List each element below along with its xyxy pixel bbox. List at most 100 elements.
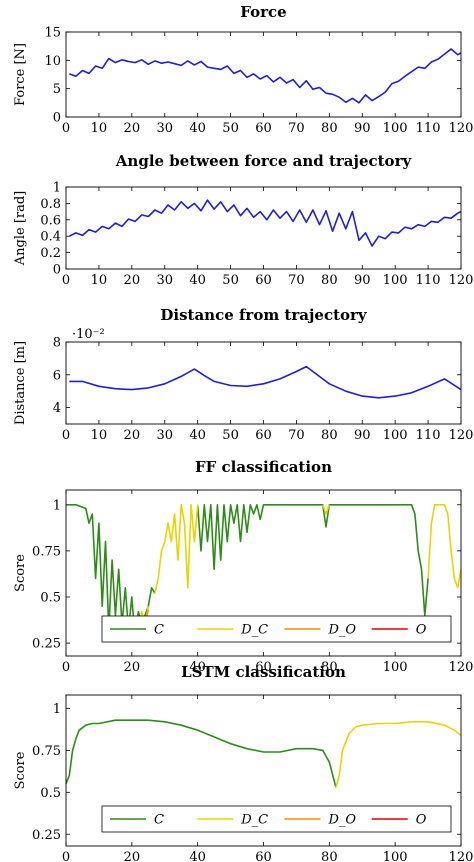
y-tick-label: 0.4 (40, 230, 61, 245)
legend-label: O (416, 623, 427, 638)
legend-label: D_C (240, 623, 268, 638)
x-tick-label: 80 (321, 428, 338, 443)
y-tick-label: 1 (53, 181, 61, 196)
series-line-d-c (322, 504, 331, 515)
x-tick-label: 80 (321, 121, 338, 136)
x-tick-label: 50 (222, 121, 239, 136)
x-tick-label: 40 (189, 273, 206, 288)
x-tick-label: 20 (124, 273, 141, 288)
x-tick-label: 40 (189, 850, 206, 862)
plot-frame (65, 341, 462, 425)
legend-label: C (154, 813, 164, 828)
x-tick-label: 20 (124, 660, 141, 675)
x-tick-label: 90 (354, 121, 371, 136)
x-tick-label: 60 (255, 850, 272, 862)
y-axis-label: Distance [m] (13, 341, 28, 425)
chart-title: FF classification (195, 458, 332, 476)
x-tick-label: 90 (354, 273, 371, 288)
x-tick-label: 30 (156, 428, 173, 443)
y-tick-label: 0.6 (40, 213, 61, 228)
series-line-0 (69, 48, 461, 104)
chart-panel-3: FF classification Score 0 20 40 60 80 100 120 0.2… (13, 458, 473, 675)
y-axis-label: Force [N] (13, 43, 28, 106)
x-tick-label: 80 (321, 273, 338, 288)
x-tick-label: 60 (255, 273, 272, 288)
x-tick-label: 10 (91, 273, 108, 288)
y-tick-label: 0.75 (32, 744, 61, 759)
x-tick-label: 20 (124, 428, 141, 443)
x-tick-label: 120 (449, 850, 474, 862)
series-line-0 (68, 199, 461, 247)
y-axis-label: Angle [rad] (13, 191, 28, 267)
y-tick-label: 0.25 (32, 637, 61, 652)
x-tick-label: 100 (383, 660, 408, 675)
series-line-c (196, 503, 429, 617)
x-tick-label: 40 (189, 428, 206, 443)
x-tick-label: 20 (124, 121, 141, 136)
chart-panel-1: Angle between force and trajectory Angle … (13, 152, 473, 288)
series-line-d-c (335, 720, 461, 788)
x-tick-label: 120 (449, 121, 474, 136)
y-tick-label: 1 (53, 498, 61, 513)
x-tick-label: 120 (449, 273, 474, 288)
y-axis-label: Score (13, 554, 28, 592)
y-tick-label: 8 (53, 336, 61, 351)
y-tick-label: 0 (53, 263, 61, 278)
x-tick-label: 70 (288, 428, 305, 443)
x-tick-label: 100 (383, 273, 408, 288)
legend-label: D_C (240, 813, 268, 828)
x-tick-label: 50 (222, 273, 239, 288)
chart-title: Force (240, 3, 286, 21)
y-tick-label: 1 (53, 702, 61, 717)
legend-label: O (416, 813, 427, 828)
series-line-d-c (427, 503, 461, 589)
plot-frame (65, 31, 462, 118)
y-tick-label: 0.75 (32, 544, 61, 559)
x-tick-label: 50 (222, 428, 239, 443)
x-tick-label: 110 (416, 121, 441, 136)
series-line-c (66, 719, 337, 788)
x-tick-label: 30 (156, 121, 173, 136)
plot-frame (65, 694, 462, 847)
x-tick-label: 100 (383, 428, 408, 443)
y-tick-label: 4 (53, 401, 61, 416)
legend: C D_C D_O O (101, 805, 452, 833)
series-line-0 (69, 365, 461, 399)
x-tick-label: 0 (62, 850, 70, 862)
legend-label: C (154, 623, 164, 638)
x-tick-label: 80 (321, 660, 338, 675)
x-tick-label: 0 (62, 121, 70, 136)
x-tick-label: 60 (255, 660, 272, 675)
x-tick-label: 0 (62, 428, 70, 443)
x-tick-label: 10 (91, 428, 108, 443)
y-tick-label: 0 (53, 111, 61, 126)
chart-panel-2: Distance from trajectory Distance [m] ·10⁻… (13, 306, 473, 443)
x-tick-label: 70 (288, 121, 305, 136)
x-tick-label: 90 (354, 428, 371, 443)
legend-label: D_O (328, 813, 357, 828)
x-tick-label: 80 (321, 850, 338, 862)
x-tick-label: 30 (156, 273, 173, 288)
plot-frame (65, 186, 462, 270)
series-line-d-c (154, 503, 199, 594)
x-tick-label: 60 (255, 428, 272, 443)
x-tick-label: 110 (416, 273, 441, 288)
y-tick-label: 0.5 (40, 590, 61, 605)
y-tick-label: 6 (53, 368, 61, 383)
plot-frame (65, 489, 462, 657)
x-tick-label: 100 (383, 850, 408, 862)
x-tick-label: 10 (91, 121, 108, 136)
x-tick-label: 120 (449, 428, 474, 443)
y-tick-label: 0.5 (40, 786, 61, 801)
legend: C D_C D_O O (101, 615, 452, 643)
legend-label: D_O (328, 623, 357, 638)
y-tick-label: 10 (44, 54, 61, 69)
y-tick-label: 0.8 (40, 197, 61, 212)
x-tick-label: 40 (189, 660, 206, 675)
x-tick-label: 100 (383, 121, 408, 136)
x-tick-label: 40 (189, 121, 206, 136)
y-tick-label: 5 (53, 82, 61, 97)
chart-title: LSTM classification (181, 663, 346, 681)
x-tick-label: 0 (62, 273, 70, 288)
x-tick-label: 60 (255, 121, 272, 136)
